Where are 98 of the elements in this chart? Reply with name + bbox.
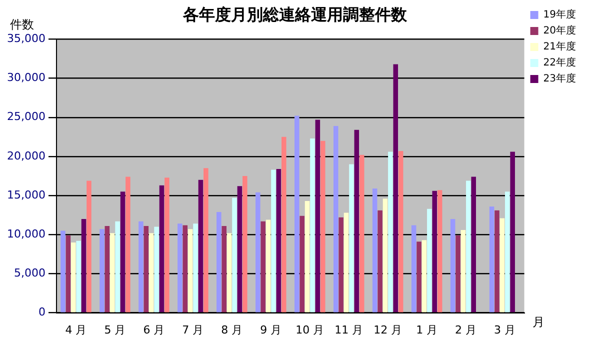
bar bbox=[456, 235, 460, 312]
bar bbox=[388, 152, 393, 312]
bar bbox=[104, 226, 110, 312]
bar bbox=[266, 220, 271, 312]
y-tick-label: 10,000 bbox=[6, 227, 46, 240]
bar bbox=[66, 235, 71, 312]
bar bbox=[359, 154, 364, 312]
bar bbox=[393, 64, 398, 312]
bar bbox=[164, 178, 170, 312]
bar bbox=[510, 152, 515, 312]
y-tick-label: 5,000 bbox=[14, 266, 46, 280]
legend-label: 21年度 bbox=[543, 40, 576, 53]
x-tick-label: 10 月 bbox=[296, 323, 324, 336]
bar bbox=[193, 224, 198, 312]
bar bbox=[281, 136, 286, 312]
bar bbox=[422, 240, 427, 312]
y-axis-title: 件数 bbox=[10, 17, 34, 32]
bar bbox=[126, 176, 130, 312]
y-tick-label: 25,000 bbox=[6, 110, 46, 124]
x-tick-label: 3 月 bbox=[494, 323, 516, 336]
bar bbox=[432, 190, 438, 312]
x-tick-label: 1 月 bbox=[416, 323, 438, 336]
bar bbox=[304, 201, 310, 312]
bar bbox=[294, 116, 300, 312]
x-tick-label: 9 月 bbox=[260, 323, 282, 336]
bar bbox=[226, 233, 232, 312]
bar bbox=[310, 138, 315, 312]
bar bbox=[466, 180, 471, 312]
bar bbox=[100, 229, 104, 312]
bar bbox=[411, 225, 416, 312]
bar bbox=[138, 221, 144, 312]
bar bbox=[260, 221, 266, 312]
bar bbox=[216, 212, 222, 312]
bar bbox=[178, 224, 182, 312]
bar bbox=[471, 176, 476, 312]
bar bbox=[450, 218, 456, 312]
y-tick-label: 0 bbox=[38, 306, 46, 319]
chart-title: 各年度月別総連絡運用調整件数 bbox=[182, 4, 408, 24]
bar bbox=[222, 226, 227, 312]
bar bbox=[494, 210, 500, 312]
bar bbox=[204, 168, 208, 312]
bar bbox=[344, 212, 349, 312]
bar bbox=[489, 206, 494, 312]
bar bbox=[60, 230, 66, 312]
bar bbox=[372, 188, 378, 312]
bar bbox=[504, 192, 510, 312]
bar bbox=[86, 180, 92, 312]
x-tick-label: 7 月 bbox=[182, 323, 204, 336]
bar bbox=[256, 192, 260, 312]
legend-label: 23年度 bbox=[543, 72, 576, 85]
bar bbox=[460, 230, 466, 312]
bar bbox=[242, 176, 248, 312]
bar bbox=[154, 226, 159, 312]
bar bbox=[148, 233, 154, 312]
x-tick-label: 11 月 bbox=[334, 323, 364, 336]
bar bbox=[427, 208, 432, 312]
bar bbox=[76, 240, 81, 312]
bar bbox=[315, 120, 320, 312]
bar bbox=[333, 126, 338, 312]
x-tick-label: 2 月 bbox=[455, 323, 477, 336]
legend-label: 19年度 bbox=[543, 8, 576, 21]
bar bbox=[276, 168, 282, 312]
legend-label: 20年度 bbox=[543, 24, 576, 37]
bar bbox=[338, 217, 344, 312]
bar bbox=[159, 185, 164, 312]
bar bbox=[120, 192, 126, 312]
y-tick-label: 30,000 bbox=[6, 71, 46, 84]
bar bbox=[500, 218, 505, 312]
bar bbox=[398, 150, 404, 312]
bar bbox=[115, 221, 120, 312]
bar bbox=[110, 233, 115, 312]
bar bbox=[182, 225, 188, 312]
y-tick-label: 35,000 bbox=[6, 32, 46, 46]
x-tick-label: 4 月 bbox=[65, 323, 87, 336]
bar bbox=[378, 210, 382, 312]
bar bbox=[237, 186, 242, 312]
bar bbox=[300, 216, 304, 312]
x-tick-label: 5 月 bbox=[104, 323, 126, 336]
y-tick-label: 15,000 bbox=[6, 188, 46, 202]
x-tick-label: 12 月 bbox=[374, 323, 402, 336]
bar bbox=[232, 198, 237, 312]
bar bbox=[354, 130, 360, 312]
bar bbox=[382, 198, 388, 312]
bar bbox=[320, 140, 326, 312]
bar bbox=[144, 226, 149, 312]
legend-label: 22年度 bbox=[543, 56, 576, 69]
bar bbox=[349, 164, 354, 312]
bar bbox=[188, 229, 193, 312]
x-axis-title: 月 bbox=[532, 314, 544, 329]
bar bbox=[70, 242, 76, 312]
bar bbox=[198, 180, 204, 312]
x-tick-label: 8 月 bbox=[221, 323, 243, 336]
bar bbox=[271, 170, 276, 312]
bar bbox=[81, 218, 86, 312]
bar bbox=[437, 190, 442, 312]
y-tick-label: 20,000 bbox=[6, 149, 46, 162]
bar bbox=[416, 242, 422, 312]
x-tick-label: 6 月 bbox=[143, 323, 165, 336]
